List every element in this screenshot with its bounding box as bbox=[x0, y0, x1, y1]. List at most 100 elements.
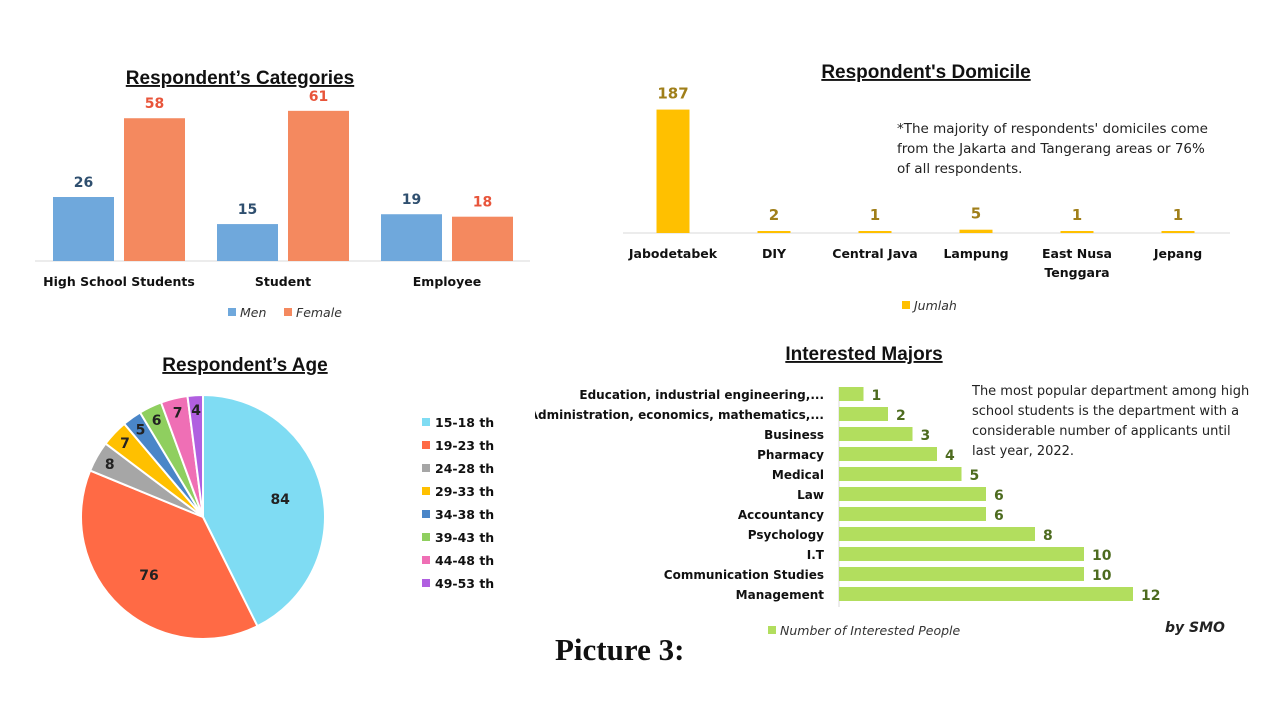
legend-label-6: 44-48 th bbox=[435, 553, 494, 568]
data-label-0: 187 bbox=[657, 85, 688, 103]
bar-0 bbox=[839, 387, 864, 401]
legend-label-0: 15-18 th bbox=[435, 415, 494, 430]
pie-slice-7 bbox=[186, 393, 204, 518]
legend-label-4: 34-38 th bbox=[435, 507, 494, 522]
slice-label-3: 7 bbox=[120, 436, 130, 452]
bar-1 bbox=[757, 231, 791, 233]
category-label-0: Jabodetabek bbox=[628, 246, 718, 261]
category-label-10: Management bbox=[736, 588, 825, 602]
categories-chart: Respondent’s Categories 26 58 High School S… bbox=[35, 68, 530, 320]
legend-swatch-men bbox=[228, 308, 236, 316]
data-label-9: 10 bbox=[1092, 568, 1112, 584]
category-label-9: Communication Studies bbox=[664, 568, 824, 582]
bar-5 bbox=[839, 487, 986, 501]
bar-0 bbox=[656, 109, 690, 233]
legend-label-7: 49-53 th bbox=[435, 576, 494, 591]
bar-men-1 bbox=[217, 224, 278, 261]
chart-title: Respondent’s Categories bbox=[126, 68, 354, 89]
data-label-4: 5 bbox=[970, 468, 980, 484]
slice-label-7: 4 bbox=[191, 403, 201, 419]
legend-swatch-0 bbox=[422, 418, 430, 426]
category-label-4: Medical bbox=[772, 468, 824, 482]
data-label-female-2: 18 bbox=[473, 195, 492, 211]
category-label-5: Law bbox=[797, 488, 824, 502]
legend-label-men: Men bbox=[240, 305, 266, 320]
legend-swatch-6 bbox=[422, 556, 430, 564]
data-label-5: 1 bbox=[1173, 206, 1183, 224]
majors-chart: Interested Majors 1 Education, industrial … bbox=[529, 344, 1161, 638]
bar-3 bbox=[959, 229, 993, 233]
data-label-men-0: 26 bbox=[74, 175, 93, 191]
data-label-4: 1 bbox=[1072, 206, 1082, 224]
bar-female-1 bbox=[288, 110, 349, 261]
chart-title: Respondent’s Age bbox=[162, 355, 327, 376]
data-label-5: 6 bbox=[994, 488, 1004, 504]
legend-label-female: Female bbox=[296, 305, 342, 320]
pie-slice-0 bbox=[202, 393, 326, 628]
legend-swatch-female bbox=[284, 308, 292, 316]
majors-chart-panel: Interested Majors 1 Education, industrial … bbox=[529, 335, 1255, 645]
legend-label: Number of Interested People bbox=[780, 623, 961, 638]
data-label-3: 5 bbox=[971, 205, 981, 223]
data-label-3: 4 bbox=[945, 448, 955, 464]
legend-label: Jumlah bbox=[911, 298, 957, 313]
data-label-2: 1 bbox=[870, 206, 880, 224]
chart-title: Respondent's Domicile bbox=[821, 62, 1030, 83]
domicile-annotation: *The majority of respondents' domiciles … bbox=[897, 121, 1208, 177]
legend-label-5: 39-43 th bbox=[435, 530, 494, 545]
category-label-8: I.T bbox=[807, 548, 825, 562]
slice-label-2: 8 bbox=[105, 457, 115, 473]
category-label-7: Psychology bbox=[748, 528, 824, 542]
category-label-3: Lampung bbox=[943, 246, 1008, 261]
bar-female-0 bbox=[124, 118, 185, 261]
category-label-0: Education, industrial engineering,... bbox=[579, 388, 824, 402]
category-label-4-line2: Tenggara bbox=[1044, 265, 1109, 280]
bar-4 bbox=[1060, 231, 1094, 233]
domicile-chart-panel: Respondent's Domicile 187 Jabodetabek 2 DIY 1… bbox=[615, 55, 1245, 325]
data-label-10: 12 bbox=[1141, 588, 1160, 604]
category-label-4: East Nusa bbox=[1042, 246, 1112, 261]
legend-swatch-5 bbox=[422, 533, 430, 541]
data-label-1: 2 bbox=[896, 408, 906, 424]
data-label-female-0: 58 bbox=[145, 96, 164, 112]
bar-8 bbox=[839, 547, 1084, 561]
legend-swatch bbox=[768, 626, 776, 634]
category-label-1: Student bbox=[255, 274, 311, 289]
category-label-2: Central Java bbox=[832, 246, 917, 261]
bar-2 bbox=[858, 231, 892, 233]
bar-5 bbox=[1161, 231, 1195, 233]
bar-men-2 bbox=[381, 214, 442, 261]
slice-label-4: 5 bbox=[136, 423, 146, 439]
slice-label-6: 7 bbox=[173, 406, 183, 422]
category-label-6: Accountancy bbox=[738, 508, 824, 522]
bar-1 bbox=[839, 407, 888, 421]
bar-6 bbox=[839, 507, 986, 521]
legend-swatch-2 bbox=[422, 464, 430, 472]
legend-label-1: 19-23 th bbox=[435, 438, 494, 453]
age-chart-panel: Respondent’s Age 84 76 8 7 5 6 7 4 15-18 th 19-23 … bbox=[60, 340, 530, 645]
data-label-8: 10 bbox=[1092, 548, 1112, 564]
bar-4 bbox=[839, 467, 962, 481]
category-label-1: Administration, economics, mathematics,.… bbox=[535, 408, 824, 422]
bar-10 bbox=[839, 587, 1133, 601]
category-label-1: DIY bbox=[762, 246, 787, 261]
pie-slice-1 bbox=[80, 469, 259, 640]
data-label-7: 8 bbox=[1043, 528, 1053, 544]
domicile-chart: Respondent's Domicile 187 Jabodetabek 2 DIY 1… bbox=[623, 62, 1230, 313]
credit-label: by SMO bbox=[1165, 620, 1225, 636]
category-label-5: Jepang bbox=[1153, 246, 1202, 261]
bar-9 bbox=[839, 567, 1084, 581]
data-label-men-1: 15 bbox=[238, 202, 257, 218]
bar-7 bbox=[839, 527, 1035, 541]
category-label-2: Business bbox=[764, 428, 824, 442]
bar-men-0 bbox=[53, 197, 114, 261]
data-label-female-1: 61 bbox=[309, 89, 328, 105]
bar-female-2 bbox=[452, 216, 513, 261]
slice-label-1: 76 bbox=[139, 568, 158, 584]
category-label-3: Pharmacy bbox=[757, 448, 824, 462]
picture-caption: Picture 3: bbox=[555, 632, 685, 667]
legend-label-3: 29-33 th bbox=[435, 484, 494, 499]
data-label-6: 6 bbox=[994, 508, 1004, 524]
legend-swatch bbox=[902, 301, 910, 309]
